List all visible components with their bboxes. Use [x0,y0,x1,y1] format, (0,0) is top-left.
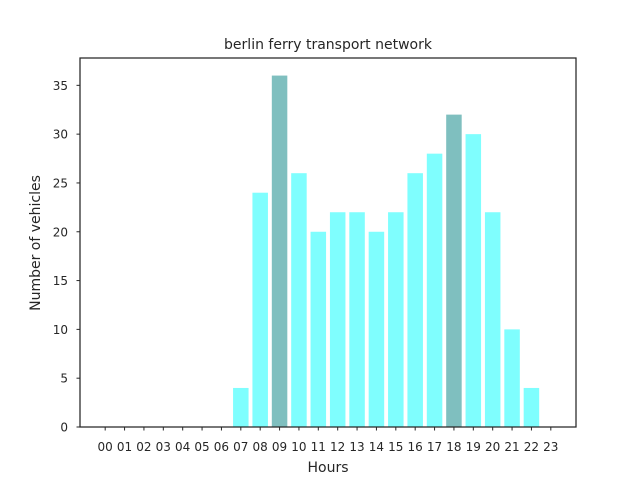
bar-09 [271,75,288,428]
x-tick-label: 16 [408,440,423,454]
chart-title: berlin ferry transport network [224,37,433,53]
bar-10 [291,173,307,427]
x-tick-label: 19 [466,440,481,454]
y-tick-label: 20 [53,225,68,239]
x-tick-label: 01 [117,440,132,454]
y-tick-label: 30 [53,128,68,142]
x-tick-label: 04 [175,440,190,454]
y-axis-label: Number of vehicles [28,175,44,311]
x-tick-label: 07 [233,440,248,454]
x-tick-label: 05 [194,440,209,454]
x-tick-label: 12 [330,440,345,454]
bar-21 [504,329,520,427]
y-tick-label: 35 [53,79,68,93]
x-tick-label: 14 [369,440,384,454]
x-tick-label: 23 [543,440,558,454]
bar-14 [368,231,385,427]
x-tick-label: 17 [427,440,442,454]
bar-07 [233,387,249,427]
bar-11 [310,231,327,427]
x-ticks-group: 00 01 02 03 04 05 06 07 08 09 10 11 12 13 14 15 16 17 18 19… [98,427,558,454]
plot-frame [79,57,577,428]
bar-19 [465,134,482,427]
bars-group [233,75,540,428]
bar-18 [446,114,462,427]
x-tick-label: 13 [349,440,364,454]
x-tick-label: 08 [253,440,268,454]
bar-12 [329,212,346,427]
bar-13 [349,212,365,427]
x-tick-label: 03 [156,440,171,454]
x-tick-label: 18 [446,440,461,454]
bar-08 [252,192,268,427]
y-tick-label: 5 [60,372,68,386]
y-ticks-group: 0 5 10 15 20 25 30 35 [53,79,80,435]
x-tick-label: 20 [485,440,500,454]
x-tick-label: 06 [214,440,229,454]
x-tick-label: 02 [136,440,151,454]
x-tick-label: 10 [291,440,306,454]
bar-20 [484,212,501,427]
y-tick-label: 15 [53,274,68,288]
y-tick-label: 10 [53,323,68,337]
y-tick-label: 0 [60,421,68,435]
x-axis-label: Hours [307,460,348,476]
x-tick-label: 09 [272,440,287,454]
x-tick-label: 21 [504,440,519,454]
bar-16 [407,173,423,427]
bar-17 [426,153,443,427]
x-tick-label: 15 [388,440,403,454]
y-tick-label: 25 [53,176,68,190]
x-tick-label: 22 [524,440,539,454]
x-tick-label: 00 [98,440,113,454]
x-tick-label: 11 [311,440,326,454]
bar-15 [388,212,404,427]
bar-22 [523,387,540,427]
